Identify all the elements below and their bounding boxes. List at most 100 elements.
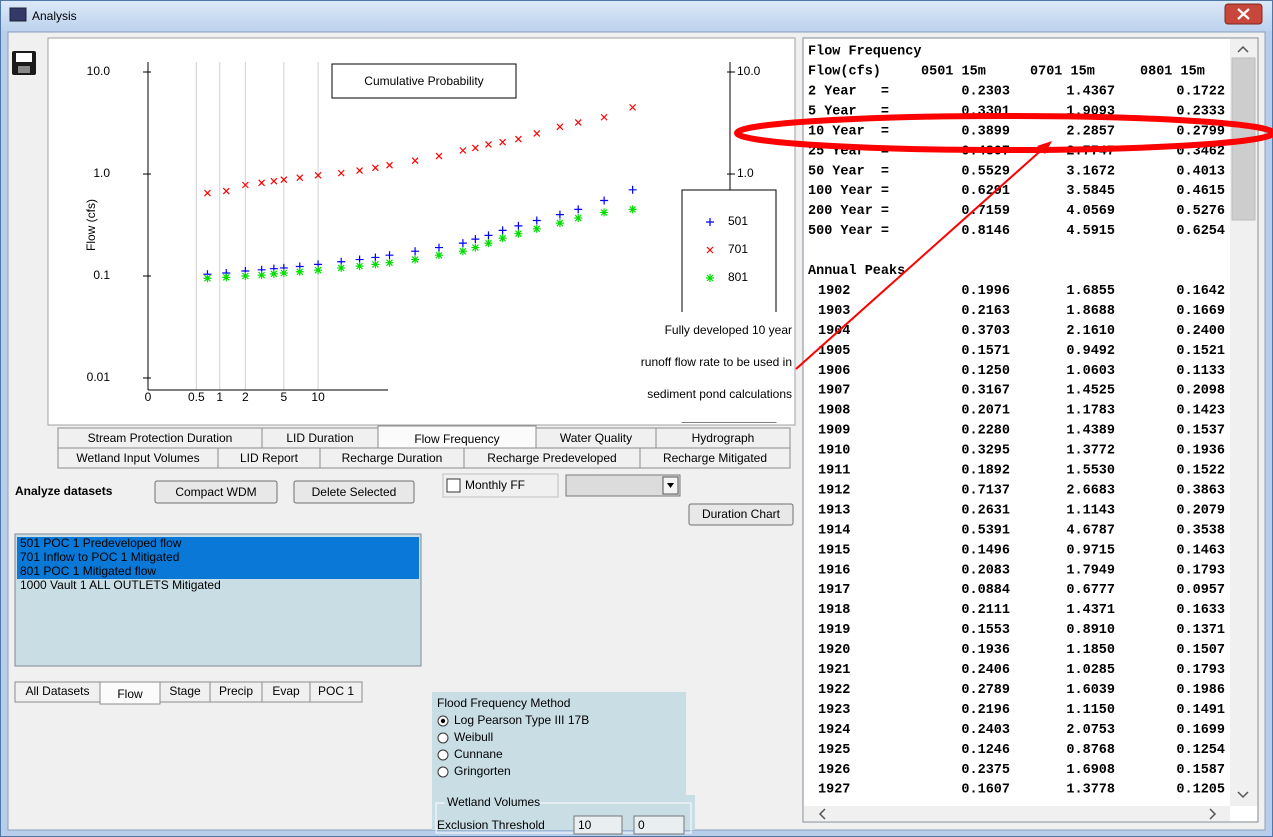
data-point	[203, 274, 212, 283]
cell-value: 0.1587	[1176, 763, 1225, 778]
tab-label[interactable]: LID Duration	[286, 431, 353, 445]
legend-label: 701	[728, 242, 748, 256]
data-point	[574, 205, 583, 214]
radio-label[interactable]: Weibull	[454, 730, 493, 744]
tab-label[interactable]: LID Report	[240, 451, 299, 465]
tab-label[interactable]: Precip	[219, 684, 253, 698]
data-point	[533, 129, 541, 137]
group-frame	[435, 802, 692, 834]
list-item[interactable]: 801 POC 1 Mitigated flow	[20, 564, 156, 578]
input-value[interactable]: 10	[578, 818, 592, 832]
year-label: 1926	[818, 763, 850, 778]
cell-value: 0.1423	[1176, 404, 1225, 419]
button-label[interactable]: Compact WDM	[175, 485, 256, 499]
year-label: 1923	[818, 703, 850, 718]
year-label: 1915	[818, 543, 850, 558]
data-point	[385, 258, 394, 267]
list-item[interactable]: 701 Inflow to POC 1 Mitigated	[20, 550, 179, 564]
tab-label[interactable]: Hydrograph	[692, 431, 755, 445]
button-label[interactable]: Duration Chart	[702, 507, 781, 521]
tab-label[interactable]: Recharge Mitigated	[663, 451, 767, 465]
cell-value: 0.8146	[961, 224, 1010, 239]
data-point	[270, 177, 278, 185]
list-selection	[17, 551, 419, 565]
title-bar	[1, 1, 1272, 31]
tab[interactable]	[639, 447, 791, 469]
row-label: 200 Year =	[808, 204, 889, 219]
data-point	[371, 164, 379, 172]
x-tick-label: 0.5	[188, 390, 205, 404]
tab-label[interactable]: Water Quality	[560, 431, 632, 445]
row-label: 100 Year =	[808, 184, 889, 199]
data-point	[555, 219, 564, 228]
radio-label[interactable]: Cunnane	[454, 747, 503, 761]
checkbox[interactable]	[446, 478, 461, 493]
list-item[interactable]: 501 POC 1 Predeveloped flow	[20, 536, 182, 550]
annotation-backdrop	[388, 312, 794, 422]
input-value[interactable]: 0	[638, 818, 645, 832]
column-header: 0701 15m	[1030, 65, 1095, 80]
cell-value: 1.8688	[1066, 304, 1115, 319]
data-point	[296, 174, 304, 182]
cell-value: 1.4367	[1066, 84, 1115, 99]
cell-value: 0.8768	[1066, 743, 1115, 758]
checkbox-label[interactable]: Monthly FF	[465, 478, 525, 492]
dropdown[interactable]	[565, 474, 681, 497]
cell-value: 0.2098	[1176, 384, 1225, 399]
data-point	[514, 229, 523, 238]
button[interactable]	[688, 503, 794, 526]
radio-label[interactable]: Gringorten	[454, 764, 511, 778]
year-label: 1905	[818, 344, 850, 359]
row-label: 500 Year =	[808, 224, 889, 239]
tab-label[interactable]: Stream Protection Duration	[88, 431, 233, 445]
tab-label[interactable]: Recharge Duration	[342, 451, 443, 465]
cell-value: 0.2375	[961, 763, 1010, 778]
tab-label[interactable]: Stage	[169, 684, 201, 698]
button-label[interactable]: Delete Selected	[312, 485, 397, 499]
data-point	[314, 266, 323, 275]
tab-label[interactable]: Flow	[117, 687, 143, 701]
legend-marker	[706, 218, 714, 226]
tab[interactable]	[309, 681, 363, 703]
radio-dot	[440, 718, 446, 724]
radio-label[interactable]: Log Pearson Type III 17B	[454, 713, 589, 727]
legend-marker	[706, 246, 714, 254]
year-label: 1908	[818, 404, 850, 419]
data-point	[514, 221, 523, 230]
list-selection	[17, 537, 419, 551]
data-point	[600, 196, 609, 205]
data-point	[386, 161, 393, 169]
cell-value: 0.1571	[961, 344, 1010, 359]
data-point	[532, 224, 541, 233]
list-item[interactable]: 1000 Vault 1 ALL OUTLETS Mitigated	[20, 578, 221, 592]
tab-label[interactable]: All Datasets	[25, 684, 89, 698]
text-input[interactable]	[633, 815, 685, 835]
data-point	[241, 181, 249, 189]
text-input[interactable]	[573, 815, 623, 835]
tab-label[interactable]: Recharge Predeveloped	[487, 451, 616, 465]
annotation-text: runoff flow rate to be used in	[641, 355, 792, 369]
cell-value: 2.6683	[1066, 483, 1115, 498]
cell-value: 1.1783	[1066, 404, 1115, 419]
data-point	[280, 176, 288, 184]
tab-label[interactable]: Flow Frequency	[414, 432, 499, 446]
output-box	[802, 37, 1259, 823]
radio-button[interactable]	[437, 732, 449, 744]
tab-label[interactable]: Wetland Input Volumes	[76, 451, 199, 465]
radio-button[interactable]	[437, 766, 449, 778]
x-tick-label: 0	[145, 390, 152, 404]
tab-label[interactable]: Evap	[272, 684, 300, 698]
year-label: 1916	[818, 563, 850, 578]
data-point	[355, 262, 364, 271]
radio-button[interactable]	[437, 749, 449, 761]
scroll-down-arrow	[1237, 791, 1249, 799]
cell-value: 0.2083	[961, 563, 1010, 578]
data-point	[337, 169, 345, 177]
button[interactable]	[293, 480, 415, 504]
h-scrollbar[interactable]	[804, 806, 1230, 821]
tab-label[interactable]: POC 1	[318, 684, 354, 698]
output-heading: Annual Peaks	[808, 264, 905, 279]
legend-label: 501	[728, 214, 748, 228]
cell-value: 1.4389	[1066, 424, 1115, 439]
button[interactable]	[154, 480, 278, 504]
